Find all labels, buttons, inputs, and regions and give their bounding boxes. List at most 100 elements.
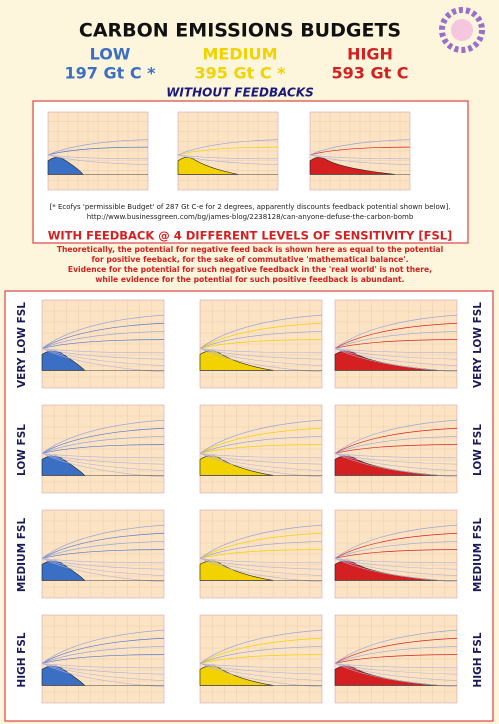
mini-line (41, 348, 165, 360)
mini-area (41, 350, 86, 371)
mini-line (334, 654, 458, 664)
paragraph-line: while evidence for the potential for suc… (95, 275, 404, 284)
mini-line (334, 348, 458, 366)
mini-line (41, 314, 165, 349)
mini-line (177, 139, 279, 156)
mini-line (334, 419, 458, 454)
mini-line (334, 453, 458, 471)
mini-line (41, 558, 165, 576)
mini-line (334, 558, 458, 564)
mini-line (334, 322, 458, 349)
mini-line (41, 532, 165, 559)
row-label-left: MEDIUM FSL (16, 518, 28, 593)
mini-line (309, 146, 411, 156)
mini-line (334, 558, 458, 570)
mini-line (41, 322, 165, 349)
title: CARBON EMISSIONS BUDGETS (79, 20, 401, 42)
mini-line (199, 558, 323, 576)
mini-line (41, 646, 165, 664)
row-label-left: HIGH FSL (16, 632, 28, 687)
mini-line (41, 524, 165, 559)
mini-line (309, 139, 411, 156)
mini-line (199, 646, 323, 664)
mini-line (334, 532, 458, 559)
mini-line (334, 629, 458, 664)
mini-line (199, 453, 323, 471)
paragraph-line: for positive feeback, for the sake of co… (91, 255, 408, 264)
mini-line (334, 637, 458, 664)
mini-line (199, 348, 323, 366)
mini-line (334, 348, 458, 354)
mini-line (334, 558, 458, 576)
paragraph-line: Theoretically, the potential for negativ… (57, 245, 443, 254)
mini-line (41, 629, 165, 664)
mini-line (177, 154, 279, 165)
mini-line (334, 339, 458, 349)
mini-line (199, 314, 323, 349)
mini-line (334, 427, 458, 454)
mini-line (47, 146, 149, 156)
mini-line (199, 322, 323, 349)
mini-line (41, 663, 165, 669)
mini-area (41, 560, 86, 581)
mini-line (199, 436, 323, 454)
mini-line (41, 348, 165, 366)
mini-line (41, 541, 165, 559)
mini-line (334, 444, 458, 454)
mini-line (41, 339, 165, 349)
mini-line (199, 663, 323, 675)
mini-line (199, 348, 323, 354)
mini-line (334, 549, 458, 559)
mini-line (334, 663, 458, 681)
mini-line (41, 558, 165, 570)
row-label-left: LOW FSL (16, 424, 28, 476)
mini-line (199, 637, 323, 664)
mini-line (177, 154, 279, 160)
mini-line (199, 427, 323, 454)
mini-line (41, 453, 165, 459)
mini-line (334, 436, 458, 454)
mini-line (199, 339, 323, 349)
mini-line (334, 314, 458, 349)
mini-line (334, 453, 458, 459)
budget-amount: 593 Gt C (331, 64, 408, 83)
row-label-right: VERY LOW FSL (472, 302, 484, 388)
mini-line (334, 331, 458, 349)
mini-area (177, 157, 239, 175)
mini-line (334, 453, 458, 465)
budget-level: MEDIUM (203, 45, 278, 64)
mini-line (41, 558, 165, 564)
mini-line (334, 663, 458, 675)
mini-area (47, 157, 84, 175)
mini-line (334, 348, 458, 360)
feedback-heading: WITH FEEDBACK @ 4 DIFFERENT LEVELS OF SE… (48, 229, 453, 243)
mini-area (41, 665, 86, 686)
mini-line (199, 348, 323, 360)
paragraph-line: Evidence for the potential for such nega… (68, 265, 432, 274)
mini-line (199, 549, 323, 559)
mini-line (199, 453, 323, 465)
mini-area (309, 157, 396, 175)
budget-level: LOW (90, 45, 131, 64)
mini-line (199, 453, 323, 459)
note: [* Ecofys 'permissible Budget' of 287 Gt… (50, 203, 451, 211)
mini-line (199, 532, 323, 559)
mini-line (41, 427, 165, 454)
mini-line (47, 154, 149, 165)
mini-line (41, 331, 165, 349)
mini-line (41, 453, 165, 471)
mini-line (309, 154, 411, 160)
mini-line (334, 646, 458, 664)
mini-line (199, 524, 323, 559)
mini-line (199, 654, 323, 664)
budget-amount: 197 Gt C * (65, 64, 157, 83)
mini-line (334, 663, 458, 669)
mini-line (199, 444, 323, 454)
mini-line (41, 453, 165, 465)
mini-line (47, 139, 149, 156)
mini-line (41, 444, 165, 454)
url: http://www.businessgreen.com/bg/james-bl… (87, 213, 414, 221)
row-label-right: LOW FSL (472, 424, 484, 476)
mini-line (41, 549, 165, 559)
